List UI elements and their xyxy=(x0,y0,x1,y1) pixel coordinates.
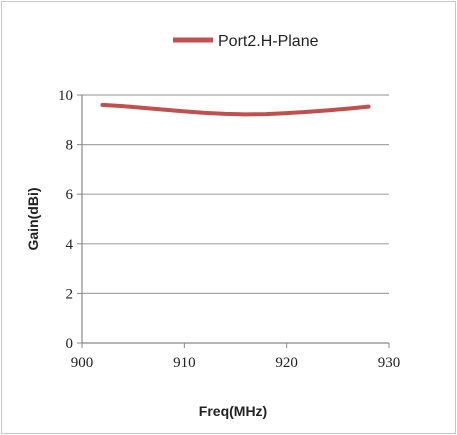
y-tick-label: 6 xyxy=(66,187,74,203)
y-tick-labels: 0 2 4 6 8 10 xyxy=(58,88,74,352)
series-lines xyxy=(100,102,371,117)
x-tick-label: 930 xyxy=(378,355,401,371)
x-tick-labels: 900 910 920 930 xyxy=(71,355,401,371)
x-axis-label: Freq(MHz) xyxy=(199,403,267,419)
y-axis-label: Gain(dBi) xyxy=(25,188,41,251)
x-tick-label: 910 xyxy=(173,355,196,371)
x-tick-label: 920 xyxy=(275,355,298,371)
y-tick-label: 2 xyxy=(66,286,74,302)
x-tick-label: 900 xyxy=(71,355,94,371)
y-tick-label: 4 xyxy=(66,237,74,253)
y-tick-label: 0 xyxy=(66,336,74,352)
y-tick-label: 8 xyxy=(66,138,74,154)
legend-label: Port2.H-Plane xyxy=(218,33,319,50)
series-line xyxy=(100,102,371,117)
gridlines xyxy=(82,94,389,294)
axes xyxy=(77,94,390,348)
legend: Port2.H-Plane xyxy=(173,33,319,50)
y-tick-label: 10 xyxy=(58,88,73,104)
